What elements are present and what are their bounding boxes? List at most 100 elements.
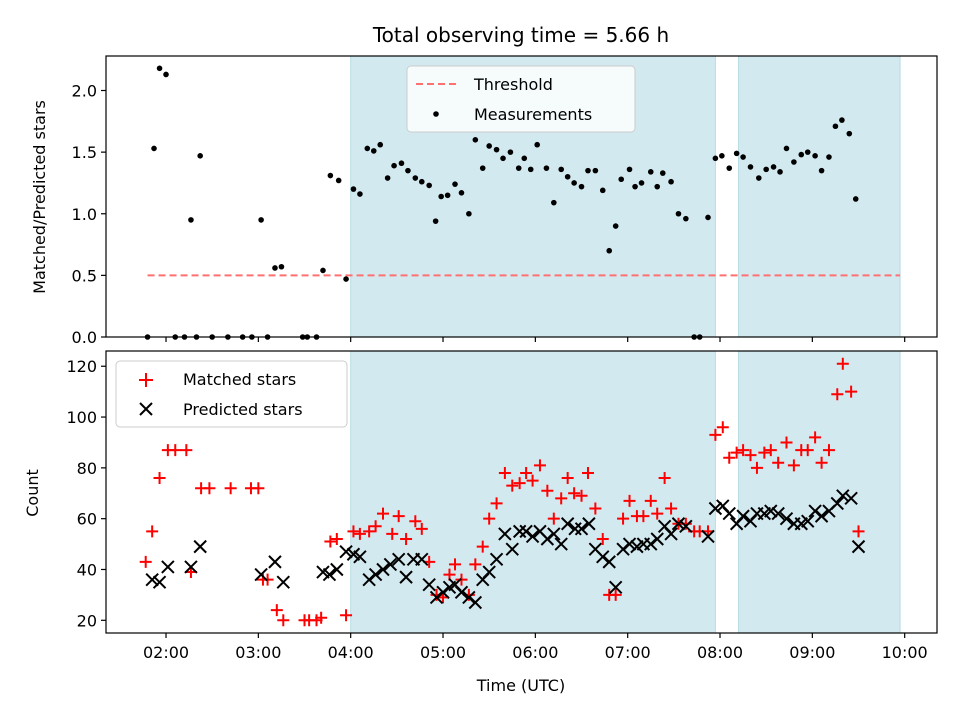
bottom-x-tick-label: 05:00 (420, 643, 466, 662)
predicted-stars-point (560, 517, 575, 531)
measurement-point (534, 141, 540, 148)
measurement-point (740, 154, 746, 160)
measurement-point (438, 193, 444, 200)
matched-stars-point (153, 472, 166, 485)
measurement-point (278, 263, 285, 270)
predicted-stars-point (602, 555, 616, 569)
predicted-stars-point (701, 529, 715, 544)
matched-stars-point (513, 477, 526, 490)
matched-stars-point (568, 487, 581, 500)
predicted-stars-point (383, 557, 398, 572)
matched-stars-point (270, 604, 283, 617)
predicted-stars-point (801, 514, 815, 528)
bottom-x-tick-label: 10:00 (882, 643, 928, 662)
bottom-x-axis-label: Time (UTC) (476, 676, 565, 695)
measurement-point (647, 169, 654, 175)
matched-stars-point (146, 525, 159, 538)
matched-stars-point (498, 466, 511, 479)
matched-stars-point (541, 484, 554, 497)
measurement-point (726, 165, 733, 171)
bottom-axes-frame (105, 350, 938, 634)
measurement-point (832, 123, 839, 130)
top-y-tick-label: 0.5 (72, 266, 97, 285)
measurement-point (618, 176, 625, 183)
measurement-point (612, 223, 619, 229)
top-y-tick-label: 1.5 (72, 143, 97, 162)
measurement-point (418, 178, 425, 185)
matched-stars-point (644, 494, 657, 507)
top-axes-frame (105, 55, 938, 338)
measurement-point (452, 181, 458, 187)
measurement-point (398, 160, 405, 167)
predicted-stars-point (454, 585, 469, 600)
top-y-axis-label: Matched/Predicted stars (30, 100, 49, 294)
measurement-point (585, 167, 591, 174)
measurement-point (606, 247, 613, 254)
predicted-stars-point (505, 542, 519, 556)
matched-stars-point (581, 466, 594, 479)
predicted-stars-point (836, 489, 850, 503)
matched-stars-point (377, 507, 389, 520)
predicted-stars-point (254, 567, 268, 582)
matched-stars-point (415, 522, 428, 535)
measurement-point (521, 155, 528, 162)
predicted-stars-point (844, 491, 858, 506)
measurement-point (486, 143, 492, 149)
matched-stars-point (547, 512, 560, 525)
predicted-stars-point (679, 519, 693, 534)
measurement-point (472, 137, 479, 143)
predicted-stars-point (399, 570, 413, 584)
measurement-point (846, 130, 853, 137)
matched-stars-point (764, 444, 777, 457)
matched-stars-point (449, 558, 462, 571)
top-legend: Threshold Measurements (406, 65, 636, 133)
predicted-stars-point (268, 555, 282, 569)
predicted-stars-point (489, 552, 504, 567)
top-observing-window (737, 55, 901, 338)
predicted-stars-point (764, 504, 778, 518)
predicted-stars-point (184, 560, 198, 574)
measurement-point (197, 153, 203, 159)
chart-title: Total observing time = 5.66 h (372, 23, 669, 47)
measurement-point (543, 165, 550, 171)
bottom-y-tick-label: 60 (77, 510, 97, 529)
measurement-point (527, 166, 534, 173)
matched-stars-point (180, 444, 193, 457)
predicted-stars-point (722, 506, 736, 521)
predicted-stars-point (525, 529, 540, 544)
measurement-point (712, 155, 719, 162)
measurement-point (755, 175, 762, 181)
matched-stars-point (347, 525, 360, 538)
matched-stars-point (353, 527, 366, 540)
bottom-x-tick-label: 06:00 (512, 643, 558, 662)
measurement-point (571, 180, 577, 186)
matched-stars-point (609, 588, 622, 601)
top-legend-box (406, 65, 636, 133)
matched-stars-point (363, 525, 376, 538)
matched-stars-point (737, 444, 750, 457)
measurement-point (327, 172, 334, 179)
measurement-point (852, 196, 859, 202)
legend-matched-label: Matched stars (183, 370, 296, 389)
matched-stars-point (596, 533, 609, 545)
bottom-x-tick-label: 03:00 (235, 643, 281, 662)
measurement-point (377, 141, 384, 148)
bottom-x-tick-label: 02:00 (143, 643, 189, 662)
measurement-point (551, 199, 557, 206)
predicted-stars-point (498, 527, 512, 541)
matched-stars-point (730, 446, 743, 459)
legend-matched-swatch (139, 373, 153, 387)
measurement-point (370, 148, 377, 154)
matched-stars-point (533, 459, 546, 472)
bottom-observing-windows (350, 350, 901, 634)
measurement-point (798, 151, 805, 158)
top-series (144, 65, 901, 340)
matched-stars-point (526, 474, 539, 487)
predicted-stars-point (145, 572, 159, 587)
measurement-point (188, 217, 194, 223)
matched-stars-point (252, 482, 265, 495)
bottom-y-tick-label: 40 (77, 560, 97, 579)
predicted-stars-point (736, 509, 750, 523)
matched-stars-point (555, 492, 568, 505)
